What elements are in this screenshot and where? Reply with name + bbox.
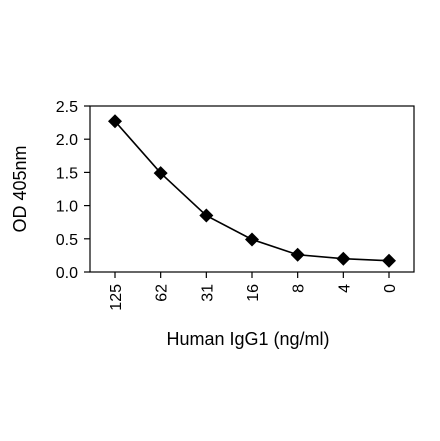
x-tick-label: 16 <box>245 284 262 302</box>
x-tick-label: 8 <box>291 284 308 293</box>
y-axis: 0.0 0.5 1.0 1.5 2.0 2.5 <box>56 99 90 282</box>
x-tick-label: 0 <box>382 284 399 293</box>
y-tick-label: 0.0 <box>56 265 78 282</box>
y-tick-label: 1.5 <box>56 165 78 182</box>
x-tick-label: 62 <box>154 284 171 302</box>
x-axis: 125 62 31 16 8 4 0 <box>108 272 399 311</box>
y-tick-label: 0.5 <box>56 232 78 249</box>
data-markers <box>108 114 396 268</box>
x-tick-label: 31 <box>199 284 216 302</box>
data-point <box>245 232 259 247</box>
plot-frame <box>89 105 415 273</box>
data-point <box>199 208 214 223</box>
x-tick-label: 4 <box>336 284 353 293</box>
x-axis-title: Human IgG1 (ng/ml) <box>166 329 329 349</box>
y-tick-label: 1.0 <box>56 199 78 216</box>
data-point <box>108 114 122 129</box>
data-point <box>336 251 351 266</box>
data-point <box>382 253 396 268</box>
x-tick-label: 125 <box>108 284 125 311</box>
data-point <box>153 166 168 181</box>
data-point <box>290 247 305 262</box>
y-tick-label: 2.0 <box>56 132 78 149</box>
y-tick-label: 2.5 <box>56 99 78 116</box>
y-axis-title: OD 405nm <box>10 145 30 232</box>
